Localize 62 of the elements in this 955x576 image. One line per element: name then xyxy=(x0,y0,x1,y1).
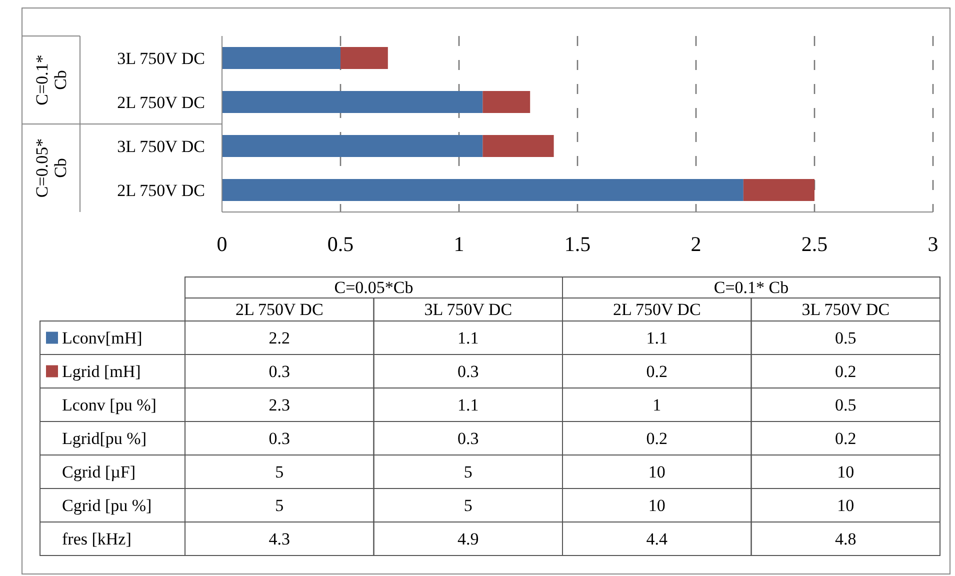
data-label: 10 xyxy=(648,462,666,482)
text: C=0.05*Cb xyxy=(32,138,70,198)
category-label: 2L 750V DC xyxy=(612,300,701,319)
data-label: 5 xyxy=(275,462,284,482)
x-tick-label: 2.5 xyxy=(801,232,828,256)
data-label: 10 xyxy=(837,496,854,516)
data-label: 0.3 xyxy=(458,362,479,382)
data-label: 1.1 xyxy=(458,396,479,415)
data-label: 0.5 xyxy=(835,396,856,415)
data-label: 2.2 xyxy=(268,328,290,348)
legend-label: Lgrid [mH] xyxy=(62,362,141,382)
bar xyxy=(222,135,483,157)
bar xyxy=(222,91,483,113)
text: Cgrid [pu %] xyxy=(62,496,152,516)
data-label: 1 xyxy=(652,396,662,415)
text: C=0.1* Cb xyxy=(32,54,70,106)
data-label: 4.3 xyxy=(268,530,290,549)
x-tick-label: 2 xyxy=(690,232,702,256)
bar xyxy=(743,179,814,201)
bar xyxy=(222,47,340,69)
bar xyxy=(340,47,388,69)
category-label: 2L 750V DC xyxy=(235,300,324,319)
data-label: 0.3 xyxy=(268,362,290,382)
data-label: 5 xyxy=(464,462,472,482)
data-label: 0.2 xyxy=(646,429,668,448)
data-label: 0.3 xyxy=(458,429,479,448)
y-tick-label: 2L 750V DC xyxy=(117,180,205,200)
text: C=0.1* Cb xyxy=(714,278,789,297)
data-label: 1.1 xyxy=(458,328,479,348)
legend-label: Lconv[mH] xyxy=(62,328,142,348)
data-label: 10 xyxy=(648,496,666,516)
category-label: 3L 750V DC xyxy=(802,300,890,319)
data-label: 0.2 xyxy=(646,362,668,382)
data-label: 0.3 xyxy=(268,429,290,448)
data-label: 4.4 xyxy=(646,530,668,549)
y-tick-label: 3L 750V DC xyxy=(117,136,205,156)
x-tick-label: 1 xyxy=(454,232,464,256)
text: fres [kHz] xyxy=(62,530,132,549)
x-tick-label: 0.5 xyxy=(327,232,354,256)
y-tick-label: 3L 750V DC xyxy=(117,48,205,68)
data-label: 4.9 xyxy=(458,530,479,549)
data-label: 5 xyxy=(275,496,284,516)
text: Lconv [pu %] xyxy=(62,396,156,415)
bar xyxy=(482,91,530,113)
x-tick-label: 1.5 xyxy=(564,232,591,256)
y-tick-label: 2L 750V DC xyxy=(117,92,205,112)
bar xyxy=(482,135,554,157)
data-label: 0.5 xyxy=(835,328,856,348)
data-label: 5 xyxy=(464,496,472,516)
data-label: 0.2 xyxy=(835,429,856,448)
x-tick-label: 0 xyxy=(216,232,228,256)
data-label: 2.3 xyxy=(268,396,290,415)
text: Cgrid [µF] xyxy=(62,462,136,482)
data-label: 4.8 xyxy=(835,530,856,549)
x-tick-label: 3 xyxy=(928,232,938,256)
data-label: 10 xyxy=(837,462,854,482)
data-label: 0.2 xyxy=(835,362,856,382)
category-label: 3L 750V DC xyxy=(424,300,512,319)
text: Lgrid[pu %] xyxy=(62,429,147,448)
data-label: 1.1 xyxy=(646,328,668,348)
bar xyxy=(222,179,744,201)
text: C=0.05*Cb xyxy=(334,278,414,297)
